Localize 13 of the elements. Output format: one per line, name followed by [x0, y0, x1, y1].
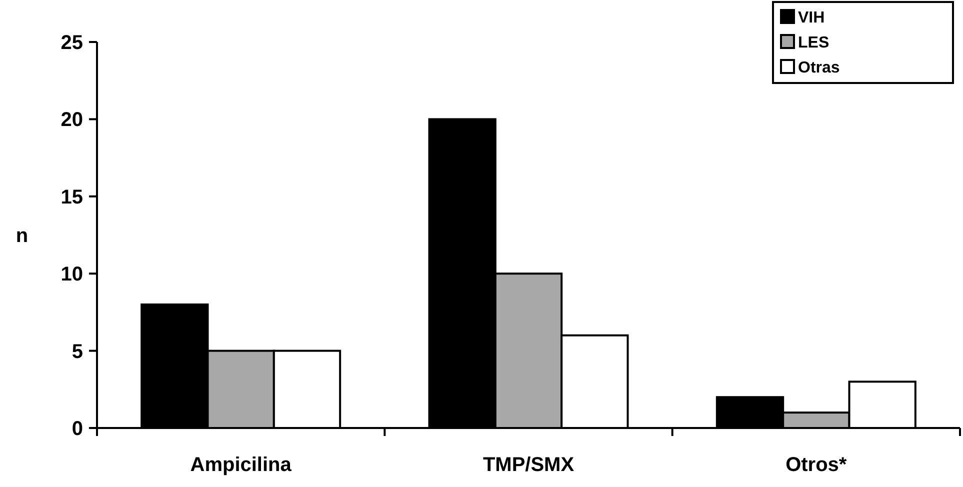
- y-tick-label: 5: [72, 340, 83, 363]
- legend-label: Otras: [798, 60, 840, 77]
- legend-label: LES: [798, 34, 830, 52]
- y-tick-label: 20: [60, 109, 83, 132]
- y-tick-label: 10: [60, 264, 83, 286]
- x-tick-label: TMP/SMX: [482, 454, 575, 476]
- y-tick-label: 25: [60, 32, 83, 54]
- y-tick-label: 0: [72, 418, 83, 440]
- y-tick-label: 15: [60, 186, 83, 208]
- legend-label: VIH: [798, 10, 825, 27]
- x-tick-label: Ampicilina: [190, 454, 292, 476]
- y-axis-title: n: [16, 225, 28, 247]
- x-tick-label: Otros*: [786, 454, 847, 476]
